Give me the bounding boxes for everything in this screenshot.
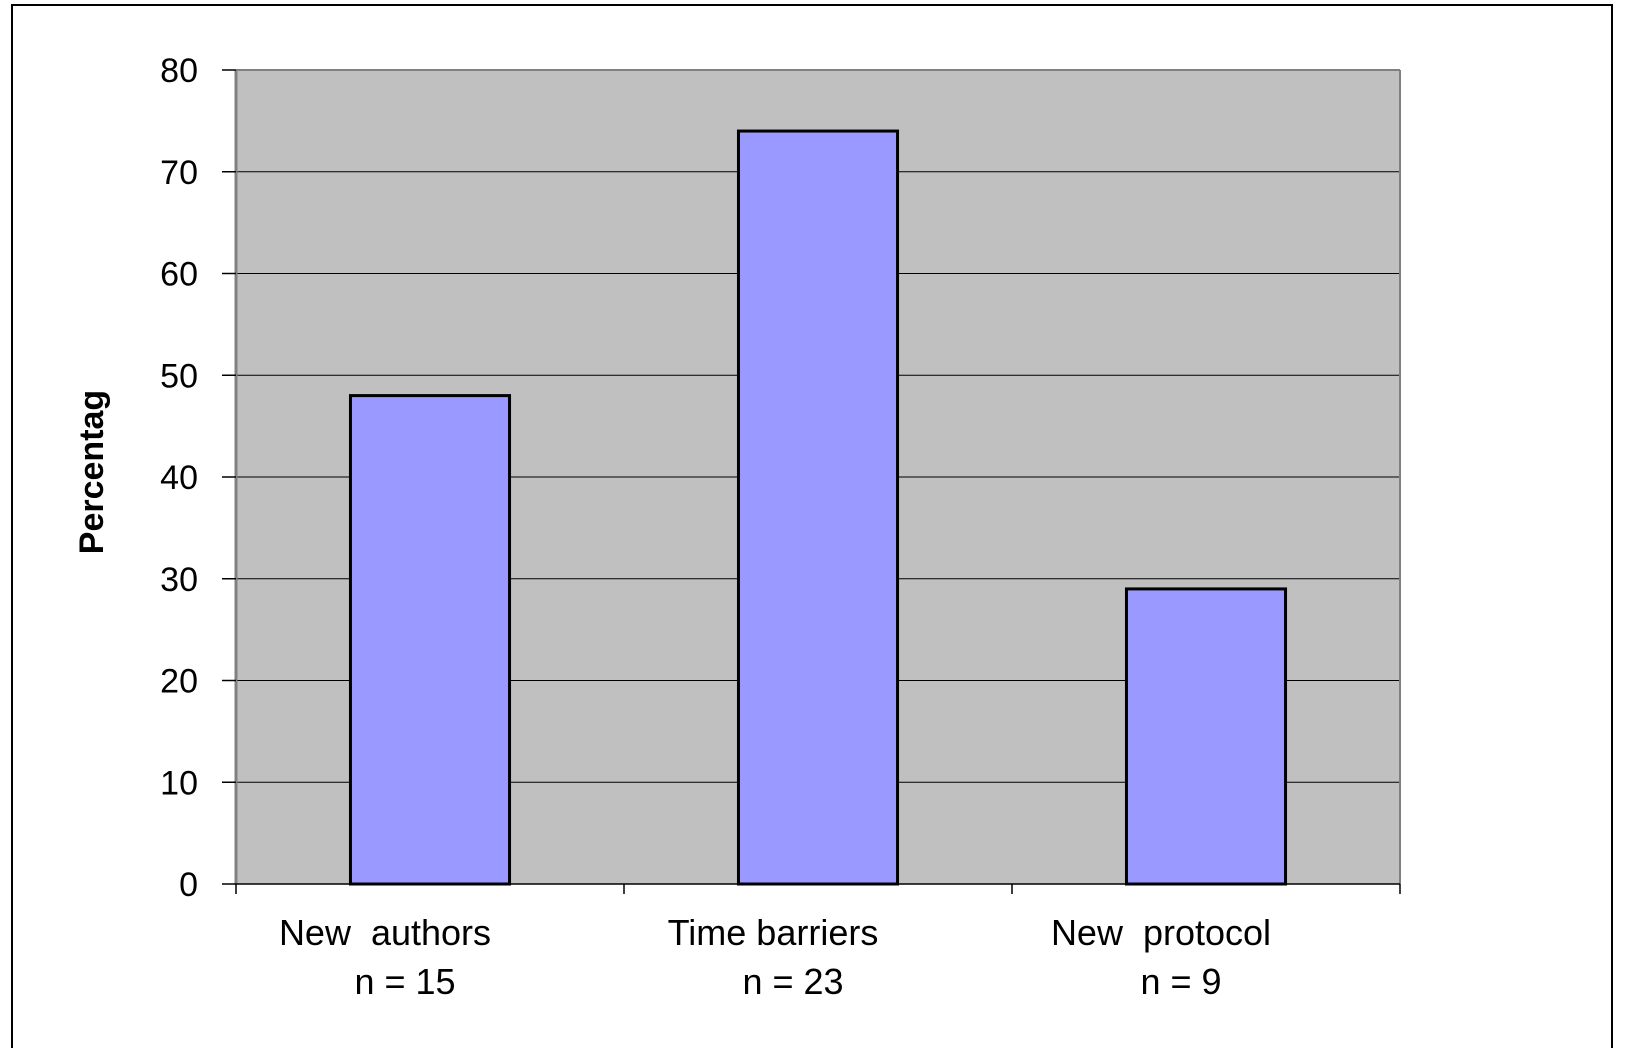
- bar: [348, 394, 512, 886]
- y-tick-label: 0: [179, 866, 198, 904]
- category-sublabel: n = 15: [354, 961, 455, 1002]
- y-tick-label: 60: [160, 256, 198, 294]
- y-tick-label: 10: [160, 764, 198, 802]
- x-axis-ticks: New authors n = 15 Time barriers n = 23 New …: [235, 884, 1401, 1002]
- y-tick-label: 70: [160, 154, 198, 192]
- category-label: New authors: [279, 912, 491, 953]
- category-sublabel: n = 9: [1140, 961, 1221, 1002]
- y-tick-label: 40: [160, 459, 198, 497]
- y-tick-label: 50: [160, 357, 198, 395]
- y-axis-title: Percentag: [73, 390, 111, 554]
- category-label: Time barriers: [668, 912, 879, 953]
- y-tick-label: 30: [160, 561, 198, 599]
- category-label: New protocol: [1051, 912, 1271, 953]
- bar: [736, 129, 900, 886]
- y-tick-label: 80: [160, 52, 198, 90]
- y-axis-ticks: 0 10 20 30 40 50 60 70 80: [160, 52, 236, 904]
- bar: [1124, 587, 1288, 886]
- category-sublabel: n = 23: [742, 961, 843, 1002]
- bars: [348, 129, 1288, 886]
- y-tick-label: 20: [160, 663, 198, 701]
